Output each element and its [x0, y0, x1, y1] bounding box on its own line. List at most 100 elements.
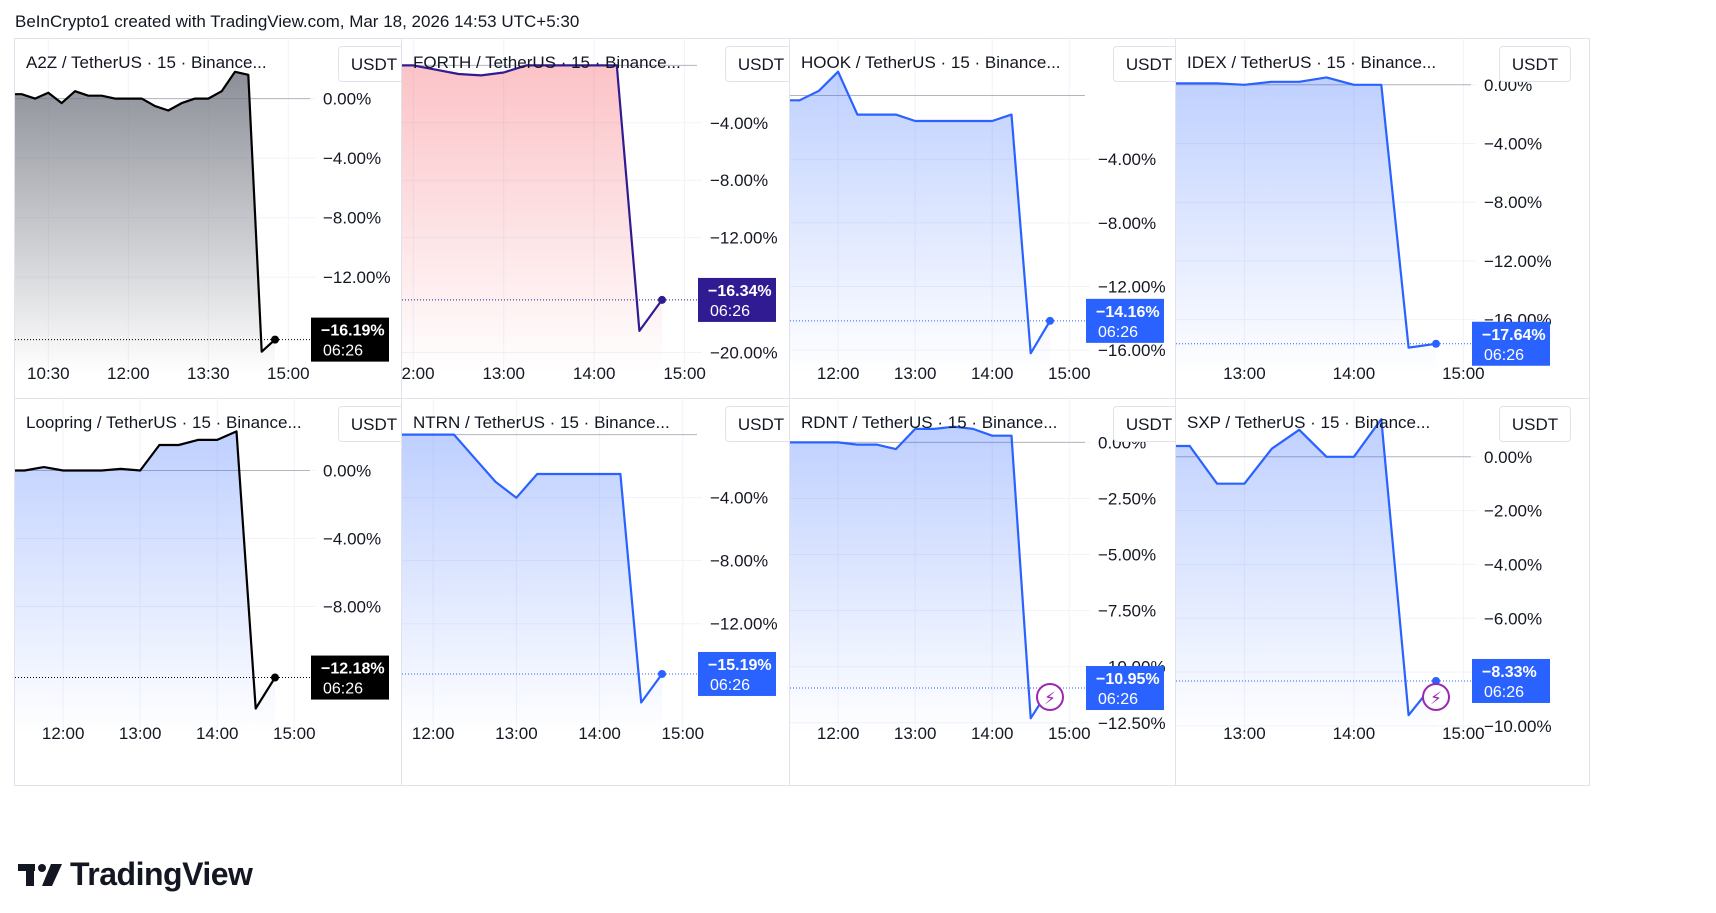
x-tick-label: 12:00	[412, 724, 455, 743]
series-area	[15, 431, 275, 734]
y-tick-label: −6.00%	[1484, 609, 1542, 628]
x-tick-label: 12:00	[402, 364, 435, 383]
x-tick-label: 13:00	[1223, 724, 1266, 743]
chart-svg: −4.00% −8.00% −12.00% −20.00% −16.34% 06:26 12…	[402, 39, 778, 383]
y-tick-label: −4.00%	[323, 149, 381, 168]
series-line	[1176, 418, 1437, 717]
tradingview-wordmark: TradingView	[70, 856, 253, 892]
currency-button[interactable]: USDT	[1113, 406, 1185, 442]
y-tick-label: −4.00%	[1484, 555, 1542, 574]
y-tick-label: −4.00%	[710, 489, 768, 508]
y-tick-label: −5.00%	[1098, 546, 1156, 565]
x-tick-label: 14:00	[573, 364, 616, 383]
last-price-dot	[1432, 676, 1440, 685]
last-price-percent: −14.16%	[1096, 304, 1160, 321]
series-area	[1176, 77, 1436, 375]
x-tick-label: 14:00	[578, 724, 621, 743]
x-tick-label: 15:00	[1048, 364, 1091, 383]
series-line	[790, 70, 1051, 355]
currency-button[interactable]: USDT	[725, 406, 797, 442]
symbol-title[interactable]: A2Z / TetherUS · 15 · Binance...	[26, 53, 267, 72]
chart-panel[interactable]: 0.00% −4.00% −8.00% −12.18% 06:26 12:00 13:00 1…	[14, 398, 429, 786]
last-price-badge	[1472, 658, 1550, 703]
y-tick-label: −12.00%	[710, 615, 778, 634]
chart-panel[interactable]: −4.00% −8.00% −12.00% −16.00% −14.16% 06:26 12…	[789, 38, 1204, 426]
symbol-title[interactable]: NTRN / TetherUS · 15 · Binance...	[413, 413, 670, 432]
currency-button[interactable]: USDT	[725, 46, 797, 82]
lightning-icon[interactable]: ⚡	[1422, 683, 1450, 711]
last-price-countdown: 06:26	[1484, 684, 1524, 701]
symbol-title[interactable]: IDEX / TetherUS · 15 · Binance...	[1187, 53, 1437, 72]
chart-attribution: BeInCrypto1 created with TradingView.com…	[15, 12, 580, 31]
chart-panel[interactable]: 0.00% −4.00% −8.00% −12.00% −16.19% 06:26 10:3…	[14, 38, 429, 426]
last-price-dot	[658, 295, 666, 304]
last-price-percent: −12.18%	[321, 661, 385, 678]
series-area	[790, 426, 1050, 734]
x-tick-label: 13:00	[894, 724, 937, 743]
x-tick-label: 15:00	[1442, 724, 1485, 743]
x-tick-label: 13:00	[119, 724, 162, 743]
chart-svg: −4.00% −8.00% −12.00% −16.00% −14.16% 06:26 12…	[790, 39, 1166, 383]
currency-button[interactable]: USDT	[1113, 46, 1185, 82]
symbol-title[interactable]: Loopring / TetherUS · 15 · Binance...	[26, 413, 302, 432]
series-area	[790, 71, 1050, 374]
y-tick-label: −12.00%	[1484, 252, 1552, 271]
currency-button[interactable]: USDT	[338, 46, 410, 82]
x-tick-label: 15:00	[273, 724, 316, 743]
last-price-countdown: 06:26	[1098, 691, 1138, 708]
y-tick-label: −2.00%	[1484, 502, 1542, 521]
last-price-percent: −17.64%	[1482, 327, 1546, 344]
x-tick-label: 15:00	[662, 724, 705, 743]
chart-panel[interactable]: 0.00% −4.00% −8.00% −12.00% −16.00% −17.64% 06…	[1175, 38, 1590, 426]
series-area	[15, 71, 275, 375]
symbol-title[interactable]: RDNT / TetherUS · 15 · Binance...	[801, 413, 1058, 432]
last-price-percent: −15.19%	[708, 657, 772, 674]
last-price-countdown: 06:26	[1098, 324, 1138, 341]
y-tick-label: −12.00%	[710, 229, 778, 248]
series-line	[402, 433, 663, 704]
last-price-percent: −10.95%	[1096, 671, 1160, 688]
chart-svg: 0.00%−2.50%−5.00%−7.50%−10.00%−12.50%−10…	[790, 399, 1166, 743]
series-line	[15, 430, 276, 710]
currency-button[interactable]: USDT	[338, 406, 410, 442]
x-tick-label: 12:00	[107, 364, 150, 383]
x-tick-label: 15:00	[1048, 724, 1091, 743]
y-tick-label: −7.50%	[1098, 602, 1156, 621]
x-tick-label: 14:00	[1333, 724, 1376, 743]
y-tick-label: −8.00%	[1484, 193, 1542, 212]
y-tick-label: −8.00%	[710, 171, 768, 190]
y-tick-label: −4.00%	[323, 530, 381, 549]
chart-panel[interactable]: 0.00%−2.50%−5.00%−7.50%−10.00%−12.50%−10…	[789, 398, 1204, 786]
last-price-badge	[698, 277, 776, 322]
x-tick-label: 15:00	[1442, 364, 1485, 383]
y-tick-label: 0.00%	[323, 90, 371, 109]
last-price-countdown: 06:26	[710, 303, 750, 320]
symbol-title[interactable]: HOOK / TetherUS · 15 · Binance...	[801, 53, 1061, 72]
x-tick-label: 12:00	[817, 724, 860, 743]
currency-button[interactable]: USDT	[1499, 46, 1571, 82]
lightning-icon[interactable]: ⚡	[1036, 683, 1064, 711]
x-tick-label: 12:00	[42, 724, 85, 743]
currency-button[interactable]: USDT	[1499, 406, 1571, 442]
series-area	[402, 434, 662, 734]
symbol-title[interactable]: FORTH / TetherUS · 15 · Binance...	[413, 53, 681, 72]
chart-panel[interactable]: −4.00% −8.00% −12.00% −15.19% 06:26 12:00 13:0…	[401, 398, 816, 786]
x-tick-label: 13:00	[495, 724, 538, 743]
last-price-dot	[1046, 316, 1054, 325]
last-price-badge	[311, 655, 389, 700]
last-price-dot	[658, 669, 666, 678]
last-price-badge	[1086, 666, 1164, 711]
series-line	[1176, 76, 1437, 349]
y-tick-label: 0.00%	[323, 462, 371, 481]
chart-panel[interactable]: −4.00% −8.00% −12.00% −20.00% −16.34% 06:26 12…	[401, 38, 816, 426]
chart-panel[interactable]: 0.00%−2.00%−4.00%−6.00%−8.00%−10.00%−8.3…	[1175, 398, 1590, 786]
last-price-percent: −16.19%	[321, 323, 385, 340]
chart-svg: 0.00%−4.00%−8.00%−12.00%−16.00%−17.64%06…	[1176, 39, 1552, 383]
y-tick-label: −8.00%	[323, 209, 381, 228]
series-area	[402, 65, 662, 375]
y-tick-label: −16.00%	[1098, 341, 1166, 360]
x-tick-label: 14:00	[1333, 364, 1376, 383]
x-tick-label: 14:00	[971, 724, 1014, 743]
symbol-title[interactable]: SXP / TetherUS · 15 · Binance...	[1187, 413, 1431, 432]
tradingview-logo[interactable]: TradingView	[18, 856, 253, 893]
